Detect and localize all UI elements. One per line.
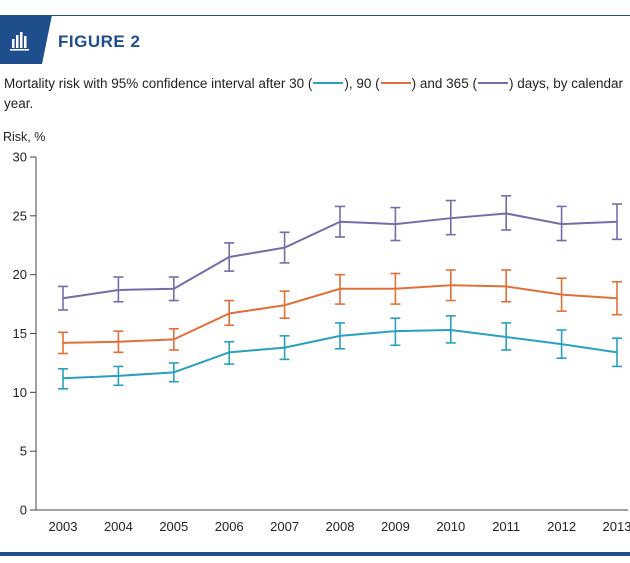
y-tick-label: 15: [13, 326, 27, 341]
x-tick-label: 2010: [436, 519, 465, 534]
x-tick-label: 2009: [381, 519, 410, 534]
y-axis-label: Risk, %: [3, 130, 46, 144]
x-tick-label: 2006: [215, 519, 244, 534]
caption-text-2: ), 90 (: [344, 76, 380, 91]
y-tick-label: 10: [13, 385, 27, 400]
legend-swatch-30: [313, 82, 344, 85]
mortality-chart: 0 5 10 15 20 25 30 2003 2004 2005 2006 2007 2008 2009…: [13, 150, 630, 535]
x-tick-label: 2008: [326, 519, 355, 534]
x-tick-label: 2012: [547, 519, 576, 534]
figure-badge: [0, 15, 52, 64]
legend-swatch-90: [380, 82, 411, 85]
y-tick-label: 30: [13, 150, 27, 165]
bottom-rule: [0, 552, 630, 556]
legend-swatch-365: [477, 82, 508, 85]
y-tick-label: 5: [20, 444, 27, 459]
caption-text-1: Mortality risk with 95% confidence inter…: [4, 76, 313, 91]
figure-caption: Mortality risk with 95% confidence inter…: [4, 74, 624, 114]
x-tick-label: 2005: [159, 519, 188, 534]
y-tick-label: 0: [20, 503, 27, 518]
bar-chart-icon: [10, 32, 29, 51]
y-tick-label: 25: [13, 208, 27, 223]
x-tick-label: 2013: [603, 519, 630, 534]
x-tick-label: 2007: [270, 519, 299, 534]
y-tick-label: 20: [13, 267, 27, 282]
x-tick-label: 2003: [49, 519, 78, 534]
figure-title: FIGURE 2: [58, 32, 141, 51]
x-tick-label: 2004: [104, 519, 133, 534]
x-tick-label: 2011: [492, 519, 520, 534]
top-rule: [0, 15, 630, 16]
caption-text-3: ) and 365 (: [411, 76, 477, 91]
caption-text-4: ) days, by calendar year.: [4, 76, 624, 111]
